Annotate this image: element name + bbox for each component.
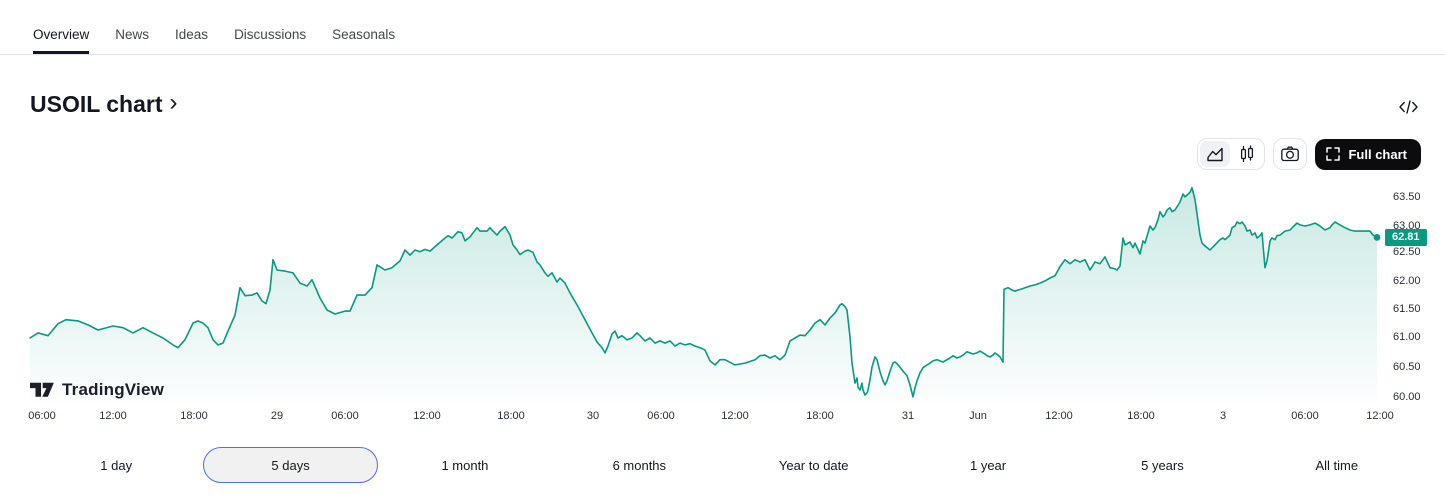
page-title: USOIL chart › [30, 88, 178, 118]
x-axis-label: 31 [901, 410, 915, 422]
x-axis-label: 18:00 [806, 410, 834, 422]
code-icon [1398, 100, 1418, 114]
x-axis-label: 12:00 [413, 410, 441, 422]
y-axis-label: 63.50 [1393, 191, 1421, 203]
tab-news[interactable]: News [115, 27, 150, 42]
range-button-year-to-date[interactable]: Year to date [727, 447, 901, 483]
tab-overview[interactable]: Overview [33, 18, 90, 54]
last-price-badge: 62.81 [1385, 228, 1427, 246]
x-axis-label: 06:00 [647, 410, 675, 422]
x-axis-label: 18:00 [180, 410, 208, 422]
last-price-dot [1373, 234, 1381, 241]
snapshot-button[interactable] [1273, 138, 1308, 170]
watermark-label: TradingView [62, 380, 165, 399]
x-axis-label: 3 [1219, 410, 1227, 422]
fullscreen-icon [1326, 147, 1341, 161]
range-button-1-month[interactable]: 1 month [378, 447, 552, 483]
area-fill [30, 187, 1377, 402]
x-axis-label: 06:00 [331, 410, 359, 422]
x-axis-label: 30 [586, 410, 600, 422]
range-button-1-day[interactable]: 1 day [29, 447, 203, 483]
x-axis-label: 06:00 [1291, 410, 1319, 422]
x-axis-label: 18:00 [497, 410, 525, 422]
x-axis-label: 12:00 [721, 410, 749, 422]
tradingview-watermark-link[interactable]: TradingView [30, 380, 164, 400]
y-axis-label: 61.00 [1393, 331, 1421, 343]
embed-code-button[interactable] [1397, 96, 1419, 118]
x-axis-label: 12:00 [1366, 410, 1394, 422]
chart-toolbar: Full chart [1197, 138, 1421, 170]
area-chart-type-button[interactable] [1200, 141, 1231, 167]
full-chart-button[interactable]: Full chart [1315, 138, 1421, 170]
range-button-all-time[interactable]: All time [1250, 447, 1424, 483]
x-axis-label: 12:00 [99, 410, 127, 422]
x-axis-label: 18:00 [1127, 410, 1155, 422]
x-axis-label: 12:00 [1045, 410, 1073, 422]
range-button-1-year[interactable]: 1 year [901, 447, 1075, 483]
chevron-right-icon[interactable]: › [169, 88, 178, 116]
tabs-list: Overview News Ideas Discussions Seasonals [33, 18, 421, 54]
y-axis-label: 60.50 [1393, 361, 1421, 373]
candles-icon [1241, 145, 1254, 163]
area-chart-plot [29, 186, 1381, 402]
y-axis-label: 62.50 [1393, 246, 1421, 258]
full-chart-label: Full chart [1348, 146, 1407, 162]
range-button-6-months[interactable]: 6 months [552, 447, 726, 483]
range-selector: 1 day 5 days 1 month 6 months Year to date 1 … [29, 447, 1424, 483]
chart-type-switch [1197, 138, 1266, 170]
candles-chart-type-button[interactable] [1232, 141, 1262, 167]
tradingview-logo-icon [30, 382, 54, 397]
tab-seasonals[interactable]: Seasonals [332, 27, 396, 42]
x-axis-label: Jun [969, 410, 987, 422]
tab-ideas[interactable]: Ideas [175, 27, 209, 42]
price-line [29, 186, 1378, 398]
x-axis-label: 06:00 [28, 410, 56, 422]
range-button-5-days[interactable]: 5 days [203, 447, 378, 483]
y-axis-label: 61.50 [1393, 303, 1421, 315]
area-chart-icon [1207, 147, 1224, 162]
price-chart[interactable]: 63.50 63.00 62.50 62.00 61.50 61.00 60.50 60.00… [0, 0, 1445, 440]
x-axis-label: 29 [270, 410, 284, 422]
range-button-5-years[interactable]: 5 years [1075, 447, 1249, 483]
y-axis-label: 60.00 [1393, 391, 1421, 403]
y-axis-label: 62.00 [1393, 275, 1421, 287]
page-title-text: USOIL chart [30, 91, 163, 117]
camera-icon [1281, 146, 1300, 162]
tab-discussions[interactable]: Discussions [234, 27, 307, 42]
section-tabs: Overview News Ideas Discussions Seasonals [0, 0, 1445, 55]
